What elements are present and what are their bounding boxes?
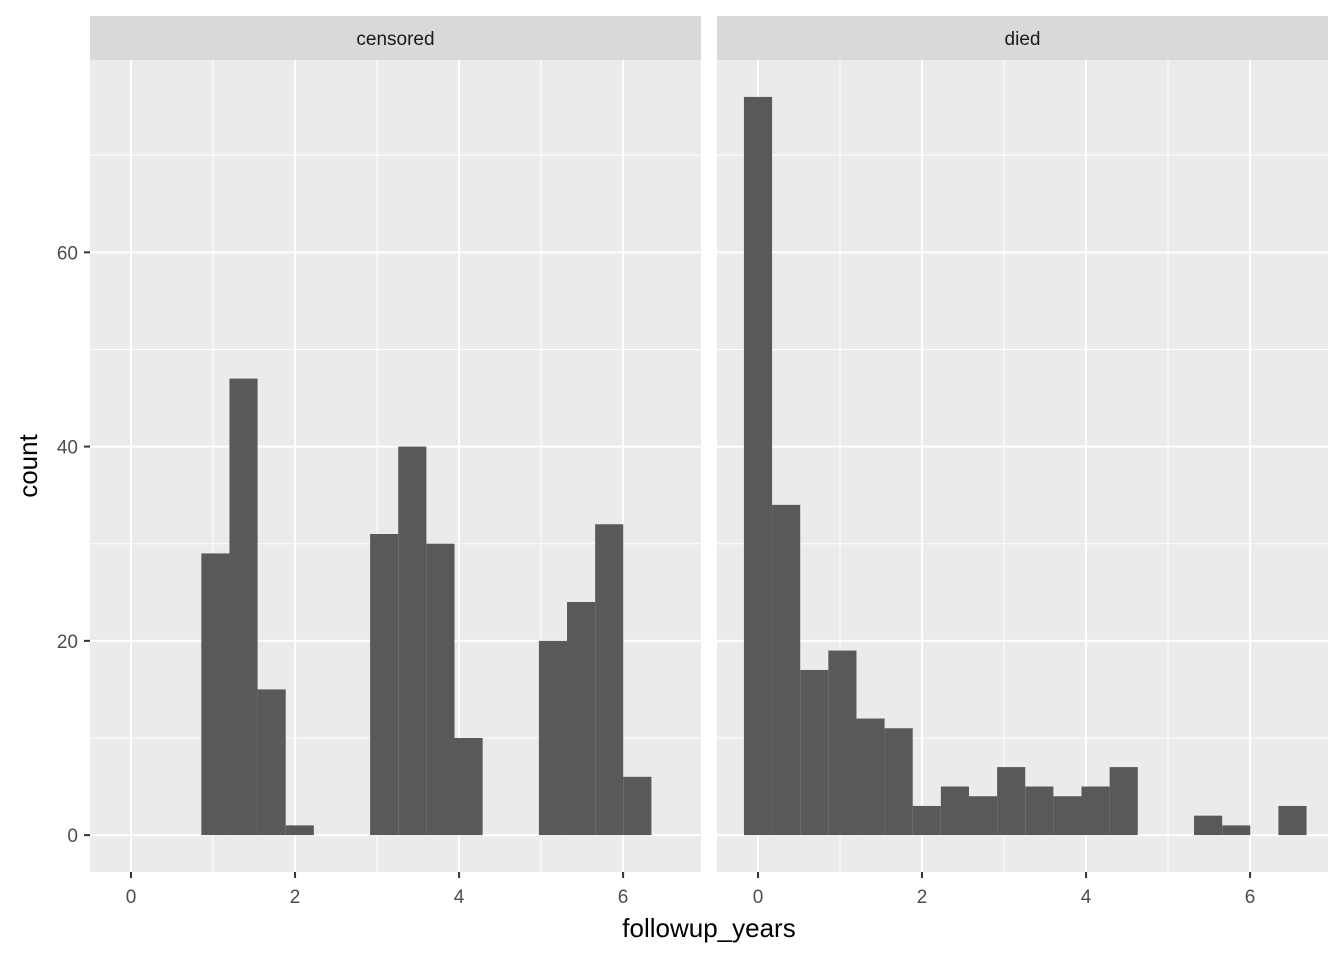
histogram-bar — [772, 504, 801, 836]
histogram-bar — [912, 805, 941, 836]
facet-panel-censored: censored 0 2 4 6 — [90, 16, 701, 908]
histogram-bar — [1222, 825, 1251, 836]
histogram-bar — [997, 767, 1026, 836]
histogram-bar — [1025, 786, 1054, 836]
x-tick-label: 6 — [1245, 887, 1256, 908]
histogram-bar — [940, 786, 969, 836]
histogram-bar — [229, 378, 258, 836]
histogram-bar — [623, 776, 652, 836]
x-tick-label: 2 — [917, 887, 928, 908]
y-tick-label: 0 — [67, 826, 78, 847]
histogram-bar — [743, 96, 773, 836]
x-tick-label: 0 — [126, 887, 137, 908]
histogram-bar — [454, 737, 483, 836]
x-axis-title: followup_years — [622, 913, 795, 943]
histogram-bar — [398, 446, 427, 836]
x-tick-label: 2 — [290, 887, 301, 908]
y-tick-label: 60 — [57, 243, 78, 264]
histogram-bar — [426, 543, 455, 836]
histogram-bar — [370, 533, 399, 836]
histogram-bar — [884, 728, 913, 836]
histogram-bar — [968, 796, 998, 836]
histogram-bar — [285, 825, 314, 836]
histogram-bar — [1109, 767, 1138, 836]
y-tick-label: 40 — [57, 438, 78, 459]
histogram-bar — [856, 718, 885, 836]
histogram-bar — [1081, 786, 1110, 836]
histogram-bar — [257, 689, 286, 836]
histogram-bar — [201, 553, 230, 836]
histogram-bar — [828, 650, 857, 836]
histogram-bar — [538, 640, 568, 836]
y-tick-label: 20 — [57, 632, 78, 653]
facet-strip — [717, 16, 1328, 60]
facet-strip-label: censored — [356, 29, 434, 50]
histogram-bar — [1194, 815, 1223, 836]
y-axis-title: count — [13, 433, 43, 497]
histogram-bar — [1278, 805, 1307, 836]
x-tick-label: 0 — [753, 887, 764, 908]
x-tick-label: 6 — [618, 887, 629, 908]
x-tick-label: 4 — [1081, 887, 1092, 908]
x-tick-label: 4 — [454, 887, 465, 908]
histogram-bar — [595, 524, 624, 836]
facet-panel-died: died 0 2 4 6 — [717, 16, 1328, 908]
histogram-bar — [567, 601, 596, 836]
facet-strip-label: died — [1005, 29, 1041, 50]
histogram-bar — [1053, 796, 1082, 836]
histogram-bar — [800, 669, 829, 836]
facet-strip — [90, 16, 701, 60]
